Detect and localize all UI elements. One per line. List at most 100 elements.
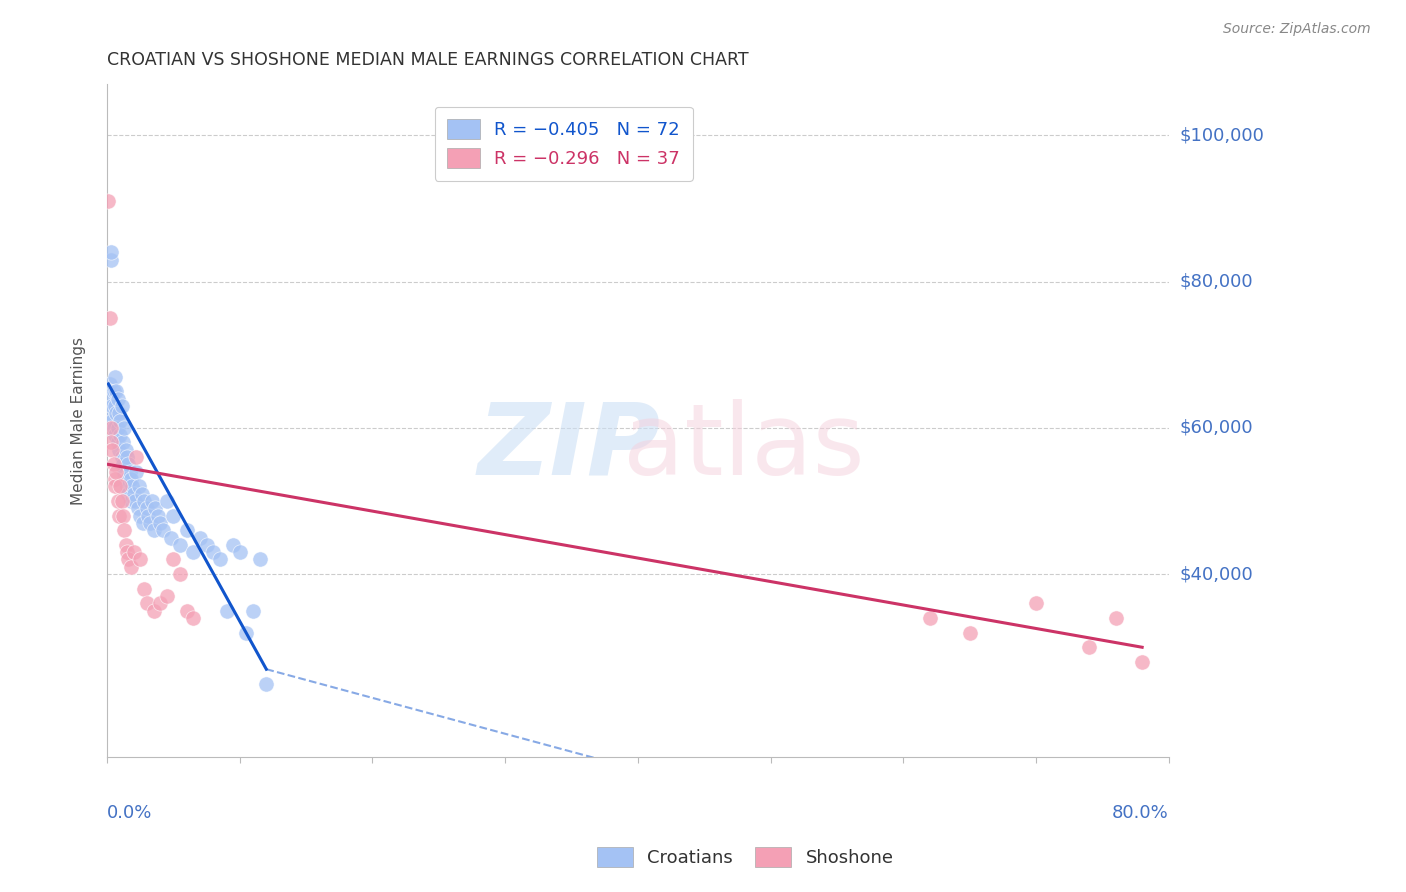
Point	[142, 604, 165, 618]
Point	[136, 508, 159, 523]
Point	[134, 582, 156, 596]
Point	[107, 435, 129, 450]
Point	[111, 450, 134, 464]
Point	[142, 523, 165, 537]
Point	[117, 486, 139, 500]
Point	[98, 406, 121, 420]
Point	[131, 486, 153, 500]
Point	[159, 531, 181, 545]
Point	[122, 545, 145, 559]
Point	[100, 435, 122, 450]
Point	[111, 399, 134, 413]
Text: atlas: atlas	[623, 399, 865, 496]
Point	[162, 508, 184, 523]
Point	[169, 567, 191, 582]
Point	[103, 384, 125, 399]
Point	[107, 494, 129, 508]
Point	[98, 311, 121, 326]
Point	[222, 538, 245, 552]
Point	[1025, 596, 1047, 610]
Point	[115, 479, 138, 493]
Point	[104, 428, 127, 442]
Point	[120, 472, 142, 486]
Point	[183, 545, 205, 559]
Point	[108, 508, 131, 523]
Point	[918, 611, 941, 625]
Point	[104, 399, 127, 413]
Point	[169, 538, 191, 552]
Point	[143, 501, 166, 516]
Point	[125, 450, 148, 464]
Point	[132, 516, 155, 530]
Point	[149, 516, 172, 530]
Legend: Croatians, Shoshone: Croatians, Shoshone	[589, 839, 901, 874]
Point	[121, 479, 143, 493]
Point	[176, 604, 198, 618]
Point	[111, 508, 134, 523]
Text: ZIP: ZIP	[478, 399, 661, 496]
Point	[129, 508, 152, 523]
Text: 80.0%: 80.0%	[1112, 805, 1168, 822]
Point	[129, 552, 152, 566]
Point	[101, 442, 124, 457]
Point	[115, 450, 138, 464]
Point	[108, 406, 131, 420]
Point	[125, 465, 148, 479]
Point	[105, 406, 128, 420]
Point	[242, 604, 264, 618]
Point	[122, 486, 145, 500]
Point	[100, 421, 122, 435]
Point	[110, 479, 132, 493]
Point	[111, 435, 134, 450]
Point	[114, 442, 136, 457]
Point	[100, 252, 122, 267]
Point	[107, 421, 129, 435]
Point	[101, 399, 124, 413]
Point	[1104, 611, 1126, 625]
Point	[117, 458, 139, 472]
Point	[152, 523, 174, 537]
Point	[254, 677, 277, 691]
Point	[135, 501, 157, 516]
Text: $80,000: $80,000	[1180, 273, 1253, 291]
Point	[959, 625, 981, 640]
Point	[1130, 655, 1153, 669]
Point	[114, 472, 136, 486]
Point	[110, 413, 132, 427]
Point	[112, 465, 135, 479]
Text: 0.0%: 0.0%	[107, 805, 152, 822]
Point	[176, 523, 198, 537]
Point	[117, 552, 139, 566]
Point	[135, 596, 157, 610]
Point	[1078, 640, 1101, 655]
Point	[108, 442, 131, 457]
Point	[215, 604, 238, 618]
Point	[100, 245, 122, 260]
Point	[105, 384, 128, 399]
Point	[149, 596, 172, 610]
Point	[97, 194, 120, 208]
Point	[101, 413, 124, 427]
Point	[112, 421, 135, 435]
Point	[128, 479, 150, 493]
Point	[202, 545, 225, 559]
Point	[104, 472, 127, 486]
Text: $60,000: $60,000	[1180, 419, 1253, 437]
Point	[97, 392, 120, 406]
Point	[188, 531, 211, 545]
Point	[124, 494, 146, 508]
Point	[111, 494, 134, 508]
Point	[105, 465, 128, 479]
Point	[138, 516, 160, 530]
Point	[146, 508, 169, 523]
Point	[104, 369, 127, 384]
Point	[98, 376, 121, 391]
Text: $100,000: $100,000	[1180, 127, 1264, 145]
Point	[120, 494, 142, 508]
Point	[162, 552, 184, 566]
Point	[134, 494, 156, 508]
Point	[111, 458, 134, 472]
Point	[183, 611, 205, 625]
Point	[115, 545, 138, 559]
Point	[141, 494, 163, 508]
